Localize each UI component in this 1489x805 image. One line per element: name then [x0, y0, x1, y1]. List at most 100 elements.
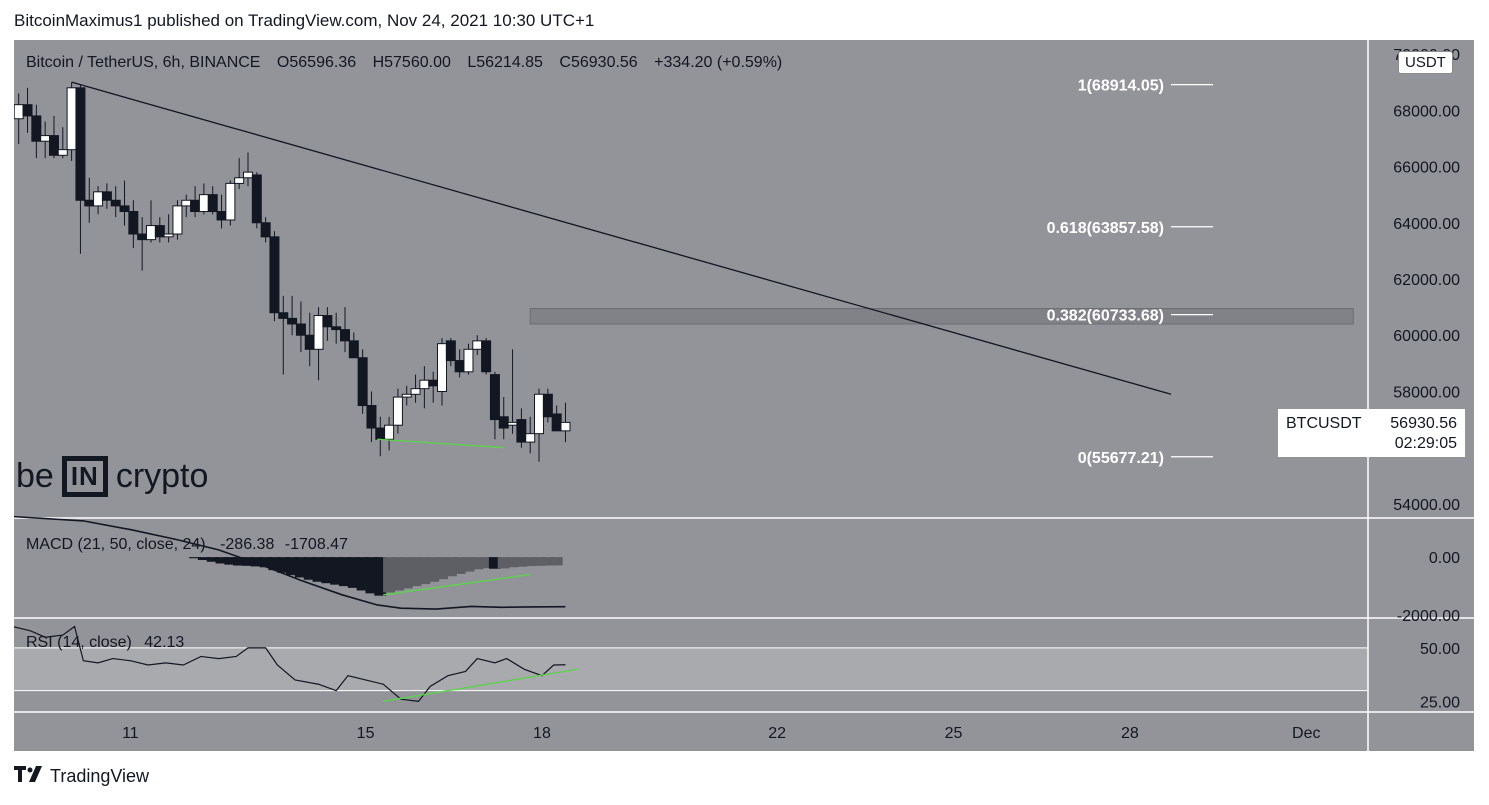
rsi-line — [14, 625, 566, 702]
chart-frame[interactable]: 70000.0068000.0066000.0064000.0062000.00… — [14, 40, 1474, 751]
time-tick-label: Dec — [1292, 725, 1320, 742]
support-line — [377, 438, 504, 449]
candle-up — [234, 177, 245, 184]
candle-down — [269, 236, 280, 314]
candle-down — [251, 174, 262, 224]
low-label: L — [467, 54, 477, 71]
macd-histogram-bar — [497, 557, 510, 569]
footer-brand: TradingView — [50, 766, 150, 786]
candle-up — [534, 393, 545, 435]
chart-svg[interactable]: 70000.0068000.0066000.0064000.0062000.00… — [14, 40, 1474, 751]
candle-up — [181, 199, 192, 207]
price-tick-label: 66000.00 — [1393, 160, 1460, 177]
candle-up — [242, 171, 253, 179]
macd-histogram-bar — [533, 557, 546, 566]
candle-up — [525, 433, 536, 443]
candle-down — [295, 323, 306, 336]
candle-up — [93, 191, 104, 207]
price-tick-label: 54000.00 — [1393, 497, 1460, 514]
candle-down — [75, 87, 86, 201]
resistance-zone — [529, 308, 1354, 325]
candle-down — [207, 194, 218, 213]
candle-down — [190, 199, 201, 213]
macd-histogram-bar — [550, 557, 563, 566]
candle-up — [66, 87, 77, 151]
fib-level-label: 0.618(63857.58) — [1047, 220, 1164, 237]
candle-up — [145, 225, 156, 241]
price-tick-label: 60000.00 — [1393, 328, 1460, 345]
price-symbol: BTCUSDT — [1286, 415, 1362, 432]
rsi-value: 42.13 — [144, 634, 185, 651]
time-tick-label: 15 — [357, 725, 375, 742]
rsi-tick-label: 25.00 — [1420, 694, 1460, 711]
high-label: H — [372, 54, 385, 71]
candle-up — [472, 340, 483, 350]
close-label: C — [559, 54, 571, 71]
candle-up — [410, 388, 421, 395]
macd-histogram-bar — [215, 557, 228, 564]
macd-divergence-line — [383, 573, 531, 596]
low-value: 56214.85 — [476, 54, 543, 71]
open-label: O — [276, 54, 290, 71]
fib-level-label: 0.382(60733.68) — [1047, 308, 1164, 325]
candle-down — [340, 329, 351, 342]
watermark-right: crypto — [115, 457, 209, 495]
symbol-title[interactable]: Bitcoin / TetherUS, 6h, BINANCE — [26, 54, 261, 71]
watermark-left: be — [16, 457, 54, 495]
high-value: 57560.00 — [384, 54, 451, 71]
candle-down — [128, 211, 139, 235]
macd-histogram-bar — [259, 557, 272, 568]
candle-up — [560, 421, 571, 432]
candle-down — [110, 199, 121, 207]
rsi-band — [14, 647, 1368, 691]
candle-up — [392, 396, 403, 426]
candle-down — [516, 419, 527, 443]
macd-histogram-bar — [206, 557, 219, 562]
candle-up — [463, 348, 474, 373]
macd-value-2: -1708.47 — [284, 536, 348, 553]
bar-countdown: 02:29:05 — [1394, 435, 1457, 452]
candle-down — [278, 312, 289, 319]
candle-up — [172, 205, 183, 235]
candle-down — [48, 135, 59, 156]
time-tick-label: 25 — [945, 725, 963, 742]
beincrypto-watermark: be IN crypto — [16, 456, 208, 497]
candle-up — [437, 343, 448, 392]
rsi-tick-label: 50.00 — [1420, 641, 1460, 658]
candle-down — [154, 225, 165, 238]
rsi-legend: RSI (14, close) 42.13 — [26, 634, 184, 652]
descending-trendline — [71, 81, 1172, 395]
time-tick-label: 11 — [122, 725, 139, 742]
candle-down — [31, 115, 42, 142]
last-price-label: BTCUSDT 56930.56 02:29:05 — [1278, 409, 1465, 457]
candle-up — [14, 104, 24, 120]
published-header: BitcoinMaximus1 published on TradingView… — [14, 11, 595, 30]
candle-down — [481, 340, 492, 373]
macd-title[interactable]: MACD (21, 50, close, 24) — [26, 536, 206, 553]
candle-down — [101, 191, 112, 201]
candle-down — [489, 374, 500, 421]
macd-histogram-bar — [224, 557, 237, 565]
macd-tick-label: -2000.00 — [1397, 608, 1460, 625]
watermark-middle: IN — [61, 456, 108, 497]
candle-down — [454, 360, 465, 373]
candle-down — [428, 379, 439, 387]
price-tick-label: 68000.00 — [1393, 103, 1460, 120]
macd-histogram-bar — [189, 557, 202, 559]
candle-down — [375, 427, 386, 440]
candle-up — [225, 182, 236, 221]
time-tick-label: 28 — [1121, 725, 1139, 742]
candle-up — [507, 421, 518, 426]
macd-histogram-bar — [241, 557, 254, 566]
candle-down — [498, 416, 509, 429]
macd-signal-line — [14, 515, 566, 610]
price-tick-label: 64000.00 — [1393, 216, 1460, 233]
candle-up — [57, 149, 68, 156]
open-value: 56596.36 — [289, 54, 357, 71]
candle-down — [84, 199, 95, 207]
candle-up — [419, 379, 430, 390]
currency-badge[interactable]: USDT — [1398, 51, 1453, 74]
price-value: 56930.56 — [1390, 415, 1457, 432]
macd-histogram-bar — [250, 557, 263, 567]
rsi-title[interactable]: RSI (14, close) — [26, 634, 132, 651]
